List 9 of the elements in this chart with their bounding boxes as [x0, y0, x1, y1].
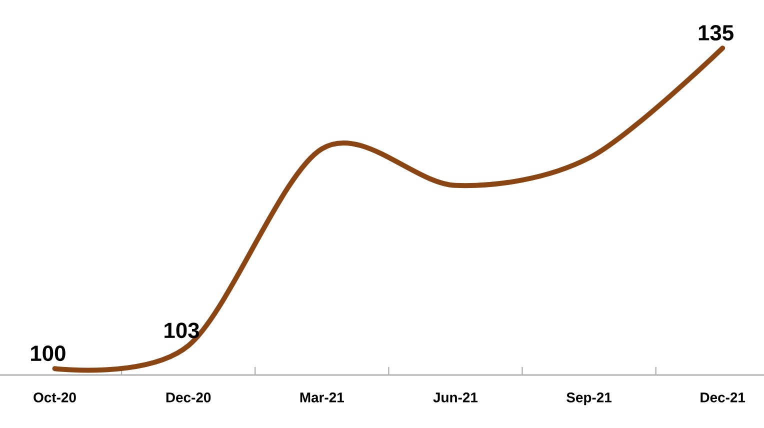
x-tick-label: Jun-21: [433, 392, 478, 402]
data-label: 135: [698, 24, 734, 41]
x-tick-label: Mar-21: [300, 392, 344, 402]
x-tick-label: Dec-20: [166, 392, 211, 402]
data-label: 100: [31, 346, 66, 362]
x-tick-label: Dec-21: [700, 392, 746, 402]
x-tick-label: Sep-21: [566, 392, 612, 406]
data-label: 103: [164, 322, 200, 338]
x-tick-label: Oct-20: [34, 392, 76, 402]
